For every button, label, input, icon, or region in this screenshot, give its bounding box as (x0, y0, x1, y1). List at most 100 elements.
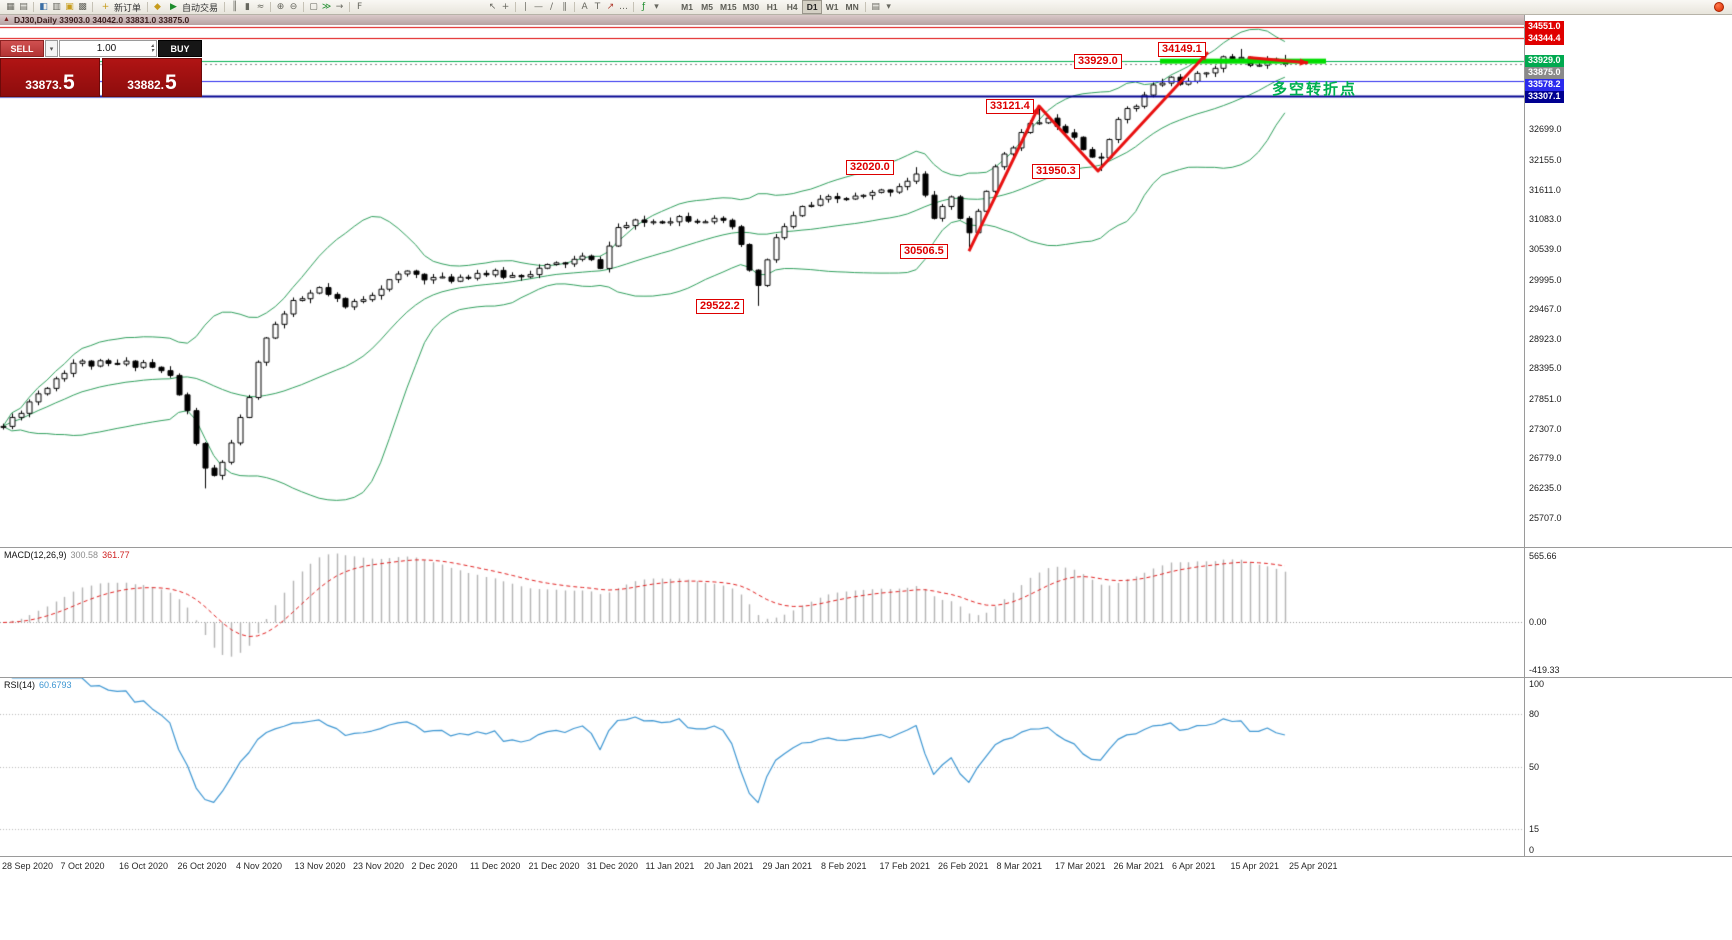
date-label: 26 Feb 2021 (938, 861, 989, 871)
date-label: 8 Mar 2021 (996, 861, 1043, 871)
date-label: 25 Apr 2021 (1289, 861, 1338, 871)
terminal-icon[interactable]: ▩ (78, 1, 87, 12)
rsi-axis-label: 50 (1529, 762, 1540, 772)
arrow-object-icon[interactable]: ↗ (606, 1, 615, 12)
rsi-axis-label: 0 (1529, 845, 1535, 855)
macd-name: MACD(12,26,9) (4, 550, 67, 560)
panel-separator[interactable] (0, 547, 1732, 548)
price-label-31950.3[interactable]: 31950.3 (1032, 164, 1080, 180)
tf-button-h4[interactable]: H4 (786, 2, 798, 12)
tf-button-d1[interactable]: D1 (802, 0, 823, 14)
main-chart-canvas[interactable] (0, 15, 1524, 547)
price-tick-label: 32699.0 (1529, 124, 1562, 135)
metaeditor-icon[interactable]: ◆ (154, 1, 161, 12)
price-label-32020.0[interactable]: 32020.0 (846, 160, 894, 176)
price-label-30506.5[interactable]: 30506.5 (900, 244, 948, 260)
spinner-down-icon[interactable]: ▾ (150, 47, 154, 54)
panel-separator[interactable] (0, 677, 1732, 678)
date-label: 15 Apr 2021 (1230, 861, 1280, 871)
price-tick-label: 27307.0 (1529, 423, 1562, 434)
price-label-33121.4[interactable]: 33121.4 (986, 98, 1034, 114)
price-tick-label: 27851.0 (1529, 393, 1562, 404)
tile-windows-icon[interactable]: ▢ (309, 1, 318, 12)
date-label: 28 Sep 2020 (2, 861, 54, 871)
macd-panel-canvas[interactable] (0, 548, 1524, 676)
chart-title-bar[interactable]: ▲ DJ30,Daily 33903.0 34042.0 33831.0 338… (0, 15, 1524, 25)
notification-icon[interactable] (1714, 2, 1724, 12)
tf-button-m15[interactable]: M15 (720, 2, 737, 12)
rsi-axis-label: 15 (1529, 824, 1540, 835)
date-label: 20 Jan 2021 (704, 861, 754, 871)
price-axis-line (1524, 15, 1525, 857)
tf-button-h1[interactable]: H1 (766, 2, 778, 12)
text-label-icon[interactable]: T (594, 1, 601, 12)
buy-button[interactable]: BUY (158, 40, 202, 57)
sell-button[interactable]: SELL (0, 40, 44, 57)
date-label: 17 Feb 2021 (879, 861, 931, 871)
turning-point-note[interactable]: 多空转折点 (1272, 81, 1358, 98)
price-tick-label: 31611.0 (1529, 184, 1561, 195)
date-label: 26 Mar 2021 (1113, 861, 1165, 871)
rsi-panel-canvas[interactable] (0, 678, 1524, 856)
trendline-icon[interactable]: ∕ (550, 1, 554, 12)
price-tick-label: 30539.0 (1529, 244, 1562, 255)
tf-button-m5[interactable]: M5 (701, 2, 713, 12)
sell-price-panel[interactable]: 33873. 5 (0, 58, 100, 97)
buy-price: 33882. (127, 78, 164, 92)
autotrade-label: 自动交易 (182, 2, 219, 13)
spinner-up-icon[interactable]: ▴ (150, 42, 154, 49)
horizontal-line-icon[interactable]: — (534, 1, 544, 12)
macd-label: MACD(12,26,9) 300.58 361.77 (4, 550, 130, 560)
chart-shift-icon[interactable]: → (335, 1, 344, 12)
new-order-button[interactable]: + 新订单 (96, 1, 144, 14)
channel-icon[interactable]: ∥ (562, 1, 567, 12)
indicators-dropdown-icon[interactable]: ▾ (654, 1, 659, 12)
shapes-icon[interactable]: … (619, 1, 629, 12)
tf-button-m30[interactable]: M30 (742, 2, 760, 12)
market-watch-icon[interactable]: ◧ (39, 1, 48, 12)
volume-spinner[interactable]: ▴ ▾ (150, 42, 154, 54)
rsi-axis-label: 80 (1529, 708, 1540, 719)
toolbar: ▦ ▤ ◧ ▥ ▣ ▩ + 新订单 ◆ ▶ 自动交易 ║ ▮ ≈ ⊕ ⊖ ▢ ≫… (0, 0, 1732, 15)
price-label-29522.2[interactable]: 29522.2 (696, 298, 744, 314)
price-tick-label: 26235.0 (1529, 483, 1562, 494)
sell-options-dropdown-icon[interactable]: ▾ (45, 40, 58, 57)
rsi-value: 60.6793 (39, 680, 72, 690)
price-tick-label: 26779.0 (1529, 453, 1562, 464)
auto-scroll-icon[interactable]: ≫ (321, 1, 332, 12)
rsi-label: RSI(14) 60.6793 (4, 680, 72, 690)
macd-main-value: 300.58 (70, 550, 99, 560)
zoom-in-icon[interactable]: ⊕ (276, 1, 285, 12)
date-label: 11 Dec 2020 (470, 861, 521, 871)
zoom-out-icon[interactable]: ⊖ (289, 1, 298, 12)
volume-stepper[interactable]: 1.00 ▴ ▾ (59, 40, 157, 57)
candlestick-icon[interactable]: ▮ (245, 1, 250, 12)
crosshair-icon[interactable]: + (501, 1, 510, 12)
price-level-label: 33578.2 (1525, 79, 1564, 92)
cursor-icon[interactable]: ↖ (488, 1, 497, 12)
new-order-label: 新订单 (114, 2, 142, 13)
tf-button-mn[interactable]: MN (845, 2, 859, 12)
new-chart-icon[interactable]: ▦ (6, 1, 15, 12)
indicators-icon[interactable]: ƒ (641, 1, 646, 12)
font-button[interactable]: F (356, 1, 363, 12)
tf-button-w1[interactable]: W1 (825, 2, 839, 12)
autotrade-button[interactable]: ▶ 自动交易 (164, 1, 221, 14)
buy-price-panel[interactable]: 33882. 5 (102, 58, 202, 97)
line-chart-icon[interactable]: ≈ (256, 1, 265, 12)
bar-chart-icon[interactable]: ║ (231, 1, 238, 12)
sell-price-pips: 5 (63, 71, 75, 94)
vertical-line-icon[interactable]: ∣ (523, 1, 528, 12)
data-window-icon[interactable]: ▥ (52, 1, 61, 12)
date-label: 6 Apr 2021 (1172, 861, 1216, 871)
price-label-33929.0[interactable]: 33929.0 (1074, 54, 1122, 70)
tf-button-m1[interactable]: M1 (681, 2, 693, 12)
templates-dropdown-icon[interactable]: ▾ (886, 1, 891, 12)
price-label-34149.1[interactable]: 34149.1 (1158, 41, 1206, 57)
profiles-icon[interactable]: ▤ (19, 1, 28, 12)
text-icon[interactable]: A (581, 1, 588, 12)
price-tick-label: 31083.0 (1529, 214, 1562, 225)
volume-value[interactable]: 1.00 (96, 43, 117, 54)
navigator-icon[interactable]: ▣ (65, 1, 74, 12)
templates-icon[interactable]: ▤ (871, 1, 880, 12)
